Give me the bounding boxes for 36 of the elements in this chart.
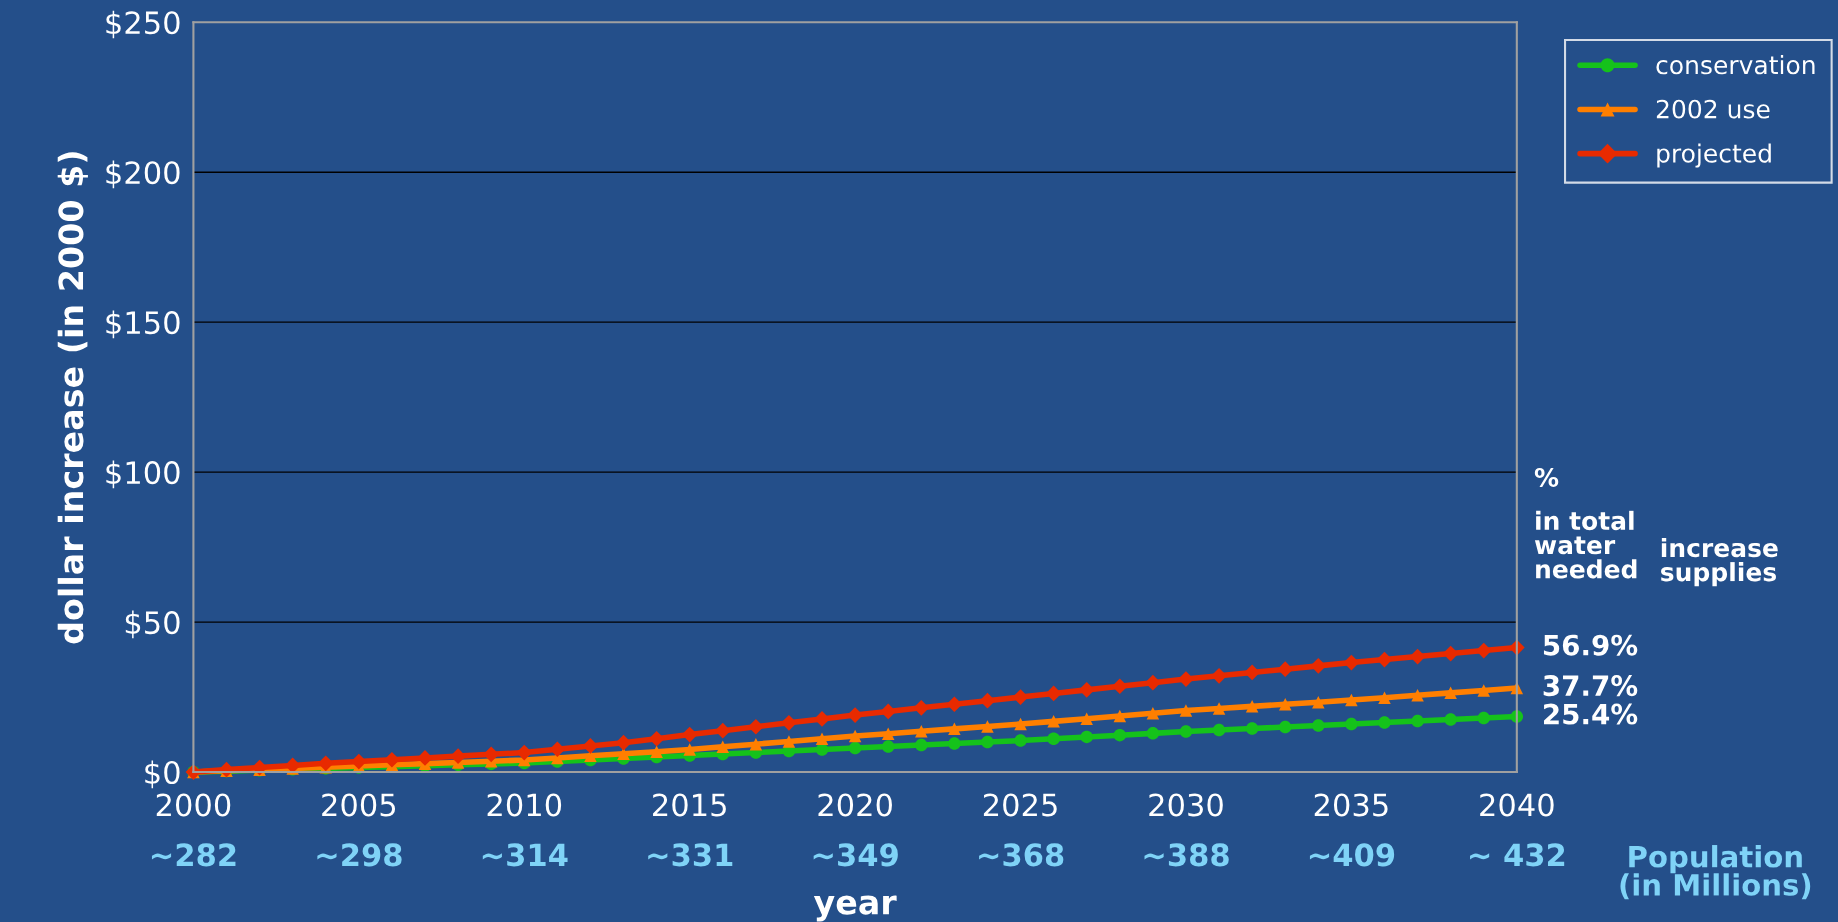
text: 56.9% <box>1543 634 1638 656</box>
legend-label: 2002 use <box>1656 99 1770 119</box>
text: ~409 <box>1309 843 1395 867</box>
text: ~331 <box>648 843 733 867</box>
x-tick-label: 2000 <box>156 793 231 817</box>
x-tick-label: 2040 <box>1480 793 1554 817</box>
x-tick-label: 2020 <box>818 793 892 817</box>
text: increase supplies <box>1661 537 1778 587</box>
y-tick-label: $100 <box>106 460 180 489</box>
text: ~388 <box>1144 843 1229 867</box>
x-axis-title: year <box>813 895 897 922</box>
x-tick-label: 2015 <box>653 793 726 817</box>
y-tick-label: $250 <box>106 10 180 39</box>
text: ~282 <box>151 843 236 867</box>
text: in total water needed <box>1534 510 1637 579</box>
text: 25.4% <box>1544 703 1638 725</box>
x-tick-label: 2035 <box>1314 793 1388 817</box>
text: 37.7% <box>1543 675 1638 697</box>
text: ~298 <box>317 843 402 867</box>
x-tick-label: 2005 <box>322 793 396 817</box>
x-tick-label: 2010 <box>487 793 562 817</box>
text: Population (in Millions) <box>1620 845 1811 900</box>
y-axis-title: dollar increase (in 2000 $) <box>57 152 88 644</box>
y-tick-label: $150 <box>106 310 180 339</box>
text: % <box>1534 467 1559 487</box>
y-tick-label: $0 <box>145 760 180 789</box>
text: ~368 <box>979 843 1064 867</box>
legend-label: conservation <box>1656 55 1815 75</box>
y-tick-label: $200 <box>106 160 180 189</box>
x-tick-label: 2025 <box>983 793 1057 817</box>
text: ~ 432 <box>1470 843 1565 867</box>
text: ~349 <box>813 843 898 867</box>
x-tick-label: 2030 <box>1149 793 1223 817</box>
text: ~314 <box>482 843 568 867</box>
y-tick-label: $50 <box>125 610 180 639</box>
legend-label: projected <box>1657 143 1771 168</box>
